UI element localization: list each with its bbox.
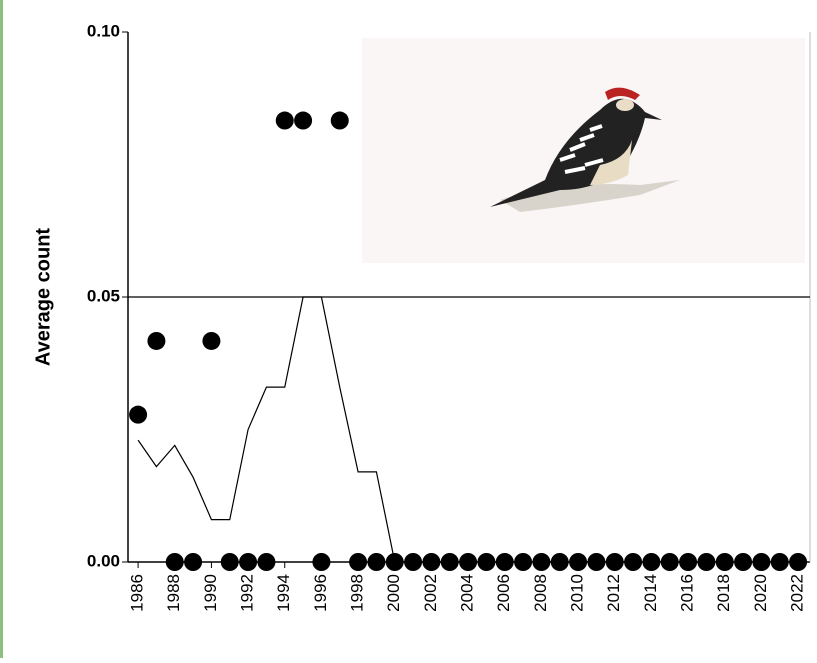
trend-line <box>137 296 799 563</box>
point <box>789 553 808 571</box>
point <box>404 553 423 571</box>
point <box>715 553 734 571</box>
page-edge <box>0 0 3 658</box>
point <box>239 553 258 571</box>
x-tick-label: 1988 <box>164 574 183 612</box>
x-tick-label: 1996 <box>311 574 330 612</box>
point <box>514 553 533 571</box>
point <box>550 553 569 571</box>
x-tick-label: 1992 <box>238 574 257 612</box>
point <box>184 553 203 571</box>
y-axis-label: Average count <box>32 228 54 367</box>
point <box>734 553 753 571</box>
x-tick-label: 1990 <box>201 574 220 612</box>
x-tick-label: 2016 <box>678 574 697 612</box>
point <box>312 553 331 571</box>
point <box>605 553 624 571</box>
point <box>587 553 606 571</box>
x-tick-label: 2002 <box>421 574 440 612</box>
x-tick-label: 2000 <box>384 574 403 612</box>
x-tick-label: 2004 <box>458 574 477 612</box>
y-tick-label: 0.05 <box>87 286 120 305</box>
x-tick-label: 1998 <box>348 574 367 612</box>
point <box>752 553 771 571</box>
point <box>477 553 496 571</box>
point <box>275 111 294 130</box>
point <box>660 553 679 571</box>
x-tick-label: 2018 <box>714 574 733 612</box>
x-tick-label: 2022 <box>788 574 807 612</box>
point <box>385 553 404 571</box>
bird-illustration <box>362 38 805 263</box>
point <box>569 553 588 571</box>
x-tick-label: 1986 <box>128 574 147 612</box>
x-tick-label: 1994 <box>274 574 293 612</box>
x-tick-label: 2010 <box>568 574 587 612</box>
point <box>624 553 643 571</box>
point <box>697 553 716 571</box>
point <box>147 331 166 350</box>
point <box>294 111 313 130</box>
point <box>495 553 514 571</box>
x-tick-label: 2008 <box>531 574 550 612</box>
x-tick-label: 2020 <box>751 574 770 612</box>
point <box>679 553 698 571</box>
x-tick-label: 2012 <box>604 574 623 612</box>
point <box>129 405 148 424</box>
point <box>422 553 441 571</box>
y-tick-label: 0.10 <box>87 21 120 40</box>
y-tick-label: 0.00 <box>87 551 120 570</box>
x-tick-label: 2006 <box>494 574 513 612</box>
point <box>367 553 386 571</box>
point <box>770 553 789 571</box>
point <box>257 553 276 571</box>
point <box>220 553 239 571</box>
point <box>349 553 368 571</box>
x-tick-label: 2014 <box>641 574 660 612</box>
point <box>202 331 221 350</box>
point <box>440 553 459 571</box>
point <box>642 553 661 571</box>
point <box>532 553 551 571</box>
point <box>165 553 184 571</box>
point <box>459 553 478 571</box>
point <box>330 111 349 130</box>
